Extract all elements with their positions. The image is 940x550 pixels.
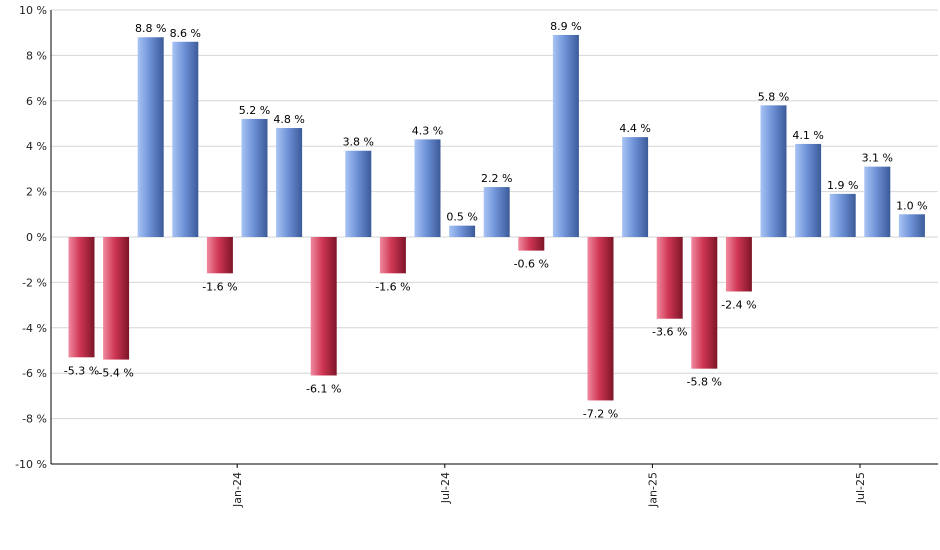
data-label: 8.6 % [170, 27, 201, 40]
bar [68, 237, 95, 358]
data-label: -0.6 % [514, 258, 549, 271]
bar [898, 214, 925, 237]
y-tick-label: 2 % [26, 186, 47, 199]
data-label: -5.3 % [64, 364, 99, 377]
bar [829, 193, 856, 237]
data-label: 4.8 % [273, 113, 304, 126]
y-tick-label: 4 % [26, 140, 47, 153]
data-label: 3.1 % [862, 152, 893, 165]
bar [414, 139, 441, 237]
y-tick-label: 6 % [26, 95, 47, 108]
data-label: 5.2 % [239, 104, 270, 117]
y-tick-label: -4 % [22, 322, 47, 335]
y-tick-label: -8 % [22, 413, 47, 426]
bar [691, 237, 718, 369]
bar [206, 237, 233, 274]
data-label: 4.3 % [412, 124, 443, 137]
bar [172, 41, 199, 237]
x-axis-tick-labels: Jan-24 Jul-24 Jan-25 Jul-25 [231, 464, 867, 508]
y-tick-label: -2 % [22, 276, 47, 289]
bar [864, 166, 891, 237]
data-label: 4.4 % [619, 122, 650, 135]
bar [518, 237, 545, 251]
bar [103, 237, 130, 360]
data-label: 1.0 % [896, 199, 927, 212]
bar [241, 118, 268, 237]
data-label: 1.9 % [827, 179, 858, 192]
bar [587, 237, 614, 401]
bar [137, 37, 164, 237]
data-labels: -5.3 % -5.4 % 8.8 % 8.6 % -1.6 % 5.2 %4.8 % -6… [64, 20, 928, 420]
y-tick-label: -6 % [22, 367, 47, 380]
y-axis-tick-labels: 10 % 8 % 6 % 4 % 2 % 0 % -2 % -4 % -6 % -8 % -10 % [15, 4, 47, 471]
bars [68, 34, 925, 401]
bar [449, 225, 476, 237]
data-label: -3.6 % [652, 326, 687, 339]
data-label: 2.2 % [481, 172, 512, 185]
data-label: 0.5 % [446, 211, 477, 224]
data-label: -1.6 % [375, 280, 410, 293]
x-tick-label: Jul-25 [854, 472, 867, 504]
data-label: -1.6 % [202, 280, 237, 293]
data-label: -2.4 % [721, 298, 756, 311]
y-tick-label: -10 % [15, 458, 47, 471]
data-label: 8.8 % [135, 22, 166, 35]
data-label: -5.4 % [98, 367, 133, 380]
y-tick-label: 8 % [26, 49, 47, 62]
bar [483, 187, 510, 237]
bar [345, 150, 372, 237]
axes [50, 10, 938, 465]
bar [552, 34, 579, 237]
bar [379, 237, 406, 274]
data-label: 5.8 % [758, 90, 789, 103]
bar [760, 105, 787, 237]
bar [795, 143, 822, 237]
data-label: -7.2 % [583, 407, 618, 420]
bar [310, 237, 337, 376]
bar [725, 237, 752, 292]
data-label: -6.1 % [306, 382, 341, 395]
bar [276, 128, 303, 237]
x-tick-label: Jan-24 [231, 472, 244, 508]
data-label: 4.1 % [792, 129, 823, 142]
y-tick-label: 0 % [26, 231, 47, 244]
data-label: -5.8 % [687, 376, 722, 389]
x-tick-label: Jul-24 [439, 472, 452, 504]
bar [622, 137, 649, 237]
bar [656, 237, 683, 319]
y-tick-label: 10 % [19, 4, 47, 17]
data-label: 3.8 % [343, 136, 374, 149]
data-label: 8.9 % [550, 20, 581, 33]
x-tick-label: Jan-25 [646, 472, 659, 508]
